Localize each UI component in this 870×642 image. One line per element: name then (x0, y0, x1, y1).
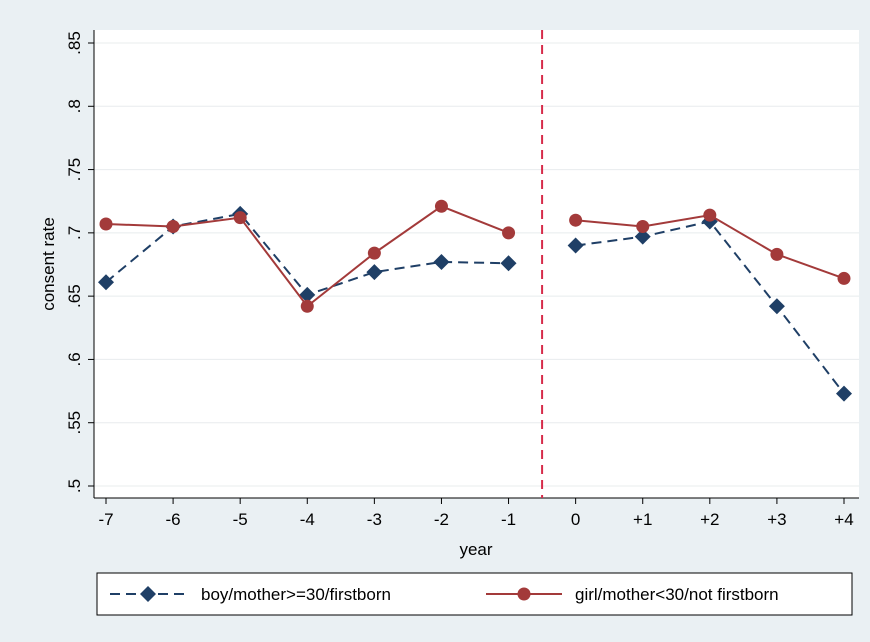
x-tick-label: -4 (300, 510, 315, 529)
data-point-diamond (500, 255, 517, 272)
legend-box (96, 572, 853, 616)
data-point-circle (770, 247, 784, 261)
x-tick-label: +2 (700, 510, 719, 529)
data-point-diamond (299, 286, 316, 303)
x-axis-title: year (459, 540, 492, 559)
x-tick-label: -7 (98, 510, 113, 529)
data-point-circle (703, 208, 717, 222)
data-point-circle (367, 246, 381, 260)
x-tick-label: +1 (633, 510, 652, 529)
y-tick-label: .65 (65, 284, 84, 308)
axes: .5 .55 .6 .65 .7 .75 .8 .85 -7 -6 -5 -4 -3 -2 -1 0 +1 +2 +… (65, 30, 859, 529)
legend-item-boy: boy/mother>=30/firstborn (110, 585, 391, 604)
data-point-circle (837, 271, 851, 285)
data-point-circle (569, 213, 583, 227)
x-tick-label: -6 (166, 510, 181, 529)
data-point-circle (434, 199, 448, 213)
data-point-diamond (366, 264, 383, 281)
y-tick-label: .8 (65, 99, 84, 113)
grid-lines (94, 42, 859, 487)
y-axis-title: consent rate (39, 217, 58, 311)
data-point-circle (502, 226, 516, 240)
data-point-circle (99, 217, 113, 231)
legend-marker-circle (517, 587, 531, 601)
legend-marker-diamond (140, 586, 156, 602)
y-tick-label: .5 (65, 479, 84, 493)
plot-background (94, 30, 859, 498)
data-point-diamond (433, 253, 450, 270)
y-tick-label: .6 (65, 352, 84, 366)
x-tick-label: +4 (834, 510, 853, 529)
data-point-diamond (567, 237, 584, 254)
series-group (98, 199, 852, 402)
x-tick-label: -2 (434, 510, 449, 529)
data-point-circle (300, 299, 314, 313)
data-point-circle (636, 220, 650, 234)
y-tick-label: .55 (65, 411, 84, 435)
x-tick-label: -3 (367, 510, 382, 529)
x-tick-label: +3 (767, 510, 786, 529)
legend-label-girl: girl/mother<30/not firstborn (575, 585, 779, 604)
data-point-diamond (768, 298, 785, 315)
y-tick-label: .75 (65, 158, 84, 182)
x-tick-label: -1 (501, 510, 516, 529)
y-tick-label: .85 (65, 31, 84, 55)
x-tick-label: 0 (571, 510, 580, 529)
data-point-diamond (836, 385, 852, 402)
legend-label-boy: boy/mother>=30/firstborn (201, 585, 391, 604)
data-point-diamond (98, 274, 114, 291)
legend-item-girl: girl/mother<30/not firstborn (486, 585, 779, 604)
data-point-circle (233, 211, 247, 225)
y-tick-label: .7 (65, 226, 84, 240)
data-point-circle (166, 220, 180, 234)
data-point-diamond (634, 228, 651, 245)
x-tick-label: -5 (233, 510, 248, 529)
